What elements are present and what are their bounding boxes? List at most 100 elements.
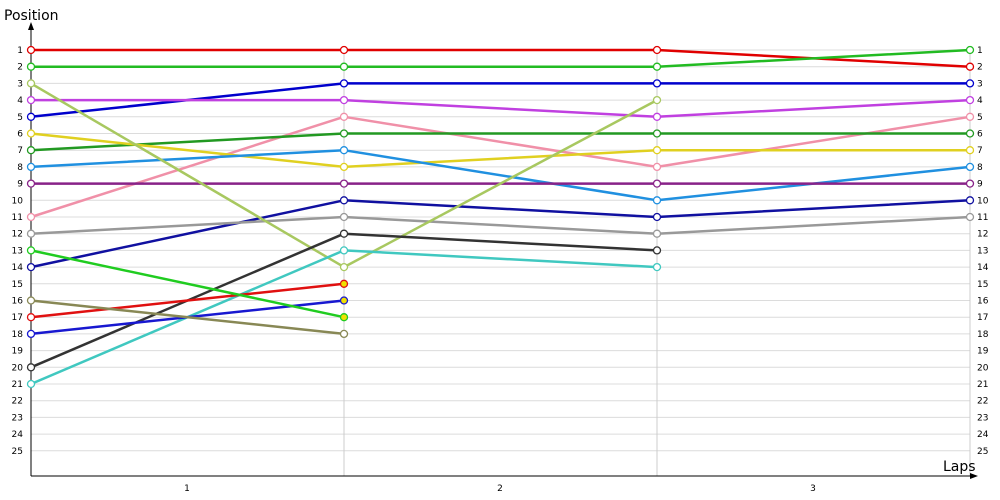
series-5-point-2 <box>652 162 662 172</box>
series-17-point-0 <box>26 246 36 255</box>
series-3-point-3 <box>965 79 975 88</box>
y-tick-label-left-17: 17 <box>12 313 23 323</box>
y-tick-label-right-23: 23 <box>977 413 988 423</box>
series-9-point-2 <box>652 179 662 188</box>
series-18 <box>26 296 349 339</box>
series-2-line <box>31 48 971 68</box>
y-tick-label-right-1: 1 <box>977 46 983 56</box>
series-7-point-3 <box>965 146 975 155</box>
series-2-point-2 <box>652 62 662 71</box>
y-axis-arrow <box>28 22 34 30</box>
series-layer <box>26 45 975 389</box>
series-10-point-3 <box>965 196 975 205</box>
x-axis-title: Laps <box>943 459 976 475</box>
series-18-point-1 <box>339 329 349 339</box>
series-5-point-3 <box>965 112 975 121</box>
series-9-point-3 <box>965 179 975 188</box>
y-tick-label-left-23: 23 <box>12 413 23 423</box>
y-tick-label-left-2: 2 <box>17 63 23 73</box>
series-18-point-0 <box>26 296 36 305</box>
series-7-line <box>30 132 970 169</box>
series-11 <box>26 212 975 238</box>
y-tick-label-right-11: 11 <box>977 213 988 223</box>
series-14-point-1 <box>339 246 349 255</box>
series-5-point-0 <box>26 212 36 222</box>
y-tick-label-left-9: 9 <box>17 180 23 190</box>
y-axis-title: Position <box>4 8 59 24</box>
series-4-point-1 <box>339 95 349 105</box>
y-tick-label-right-8: 8 <box>977 163 983 173</box>
y-tick-label-left-14: 14 <box>12 263 24 273</box>
series-4-point-0 <box>26 95 36 105</box>
series-14-point-0 <box>26 379 36 389</box>
y-tick-label-left-22: 22 <box>12 397 23 407</box>
y-tick-label-right-3: 3 <box>977 79 983 89</box>
series-6-point-1 <box>339 129 349 138</box>
series-10-point-1 <box>339 196 349 205</box>
y-tick-label-left-21: 21 <box>12 380 23 390</box>
series-3-point-0 <box>26 112 36 121</box>
series-7-point-2 <box>652 146 662 155</box>
series-2 <box>26 45 975 71</box>
x-tick-label-1: 1 <box>184 484 190 494</box>
series-15-point-0 <box>26 313 36 322</box>
series-10-point-2 <box>652 212 662 222</box>
y-tick-label-left-5: 5 <box>17 113 23 123</box>
series-14-point-2 <box>652 262 662 272</box>
series-15-line <box>30 282 345 319</box>
series-5-point-1 <box>339 112 349 121</box>
y-tick-label-left-18: 18 <box>12 330 24 340</box>
series-3-point-2 <box>652 79 662 88</box>
y-tick-label-left-12: 12 <box>12 230 23 240</box>
series-15-point-1 <box>339 279 349 288</box>
series-6-point-2 <box>652 129 662 138</box>
y-tick-label-left-6: 6 <box>17 130 23 140</box>
series-4-line <box>31 98 971 119</box>
y-tick-label-left-7: 7 <box>17 146 23 156</box>
series-10-point-0 <box>26 262 36 272</box>
series-4 <box>26 95 975 121</box>
series-12-point-1 <box>339 262 349 272</box>
series-12 <box>26 79 662 272</box>
y-tick-label-right-6: 6 <box>977 130 983 140</box>
series-13-point-1 <box>339 229 349 238</box>
series-1-point-0 <box>26 45 36 55</box>
series-12-point-2 <box>652 95 662 105</box>
series-8-point-0 <box>26 162 36 172</box>
y-tick-label-left-16: 16 <box>12 297 24 307</box>
series-1-point-1 <box>339 45 349 55</box>
series-9-point-0 <box>26 179 36 188</box>
y-tick-label-right-13: 13 <box>977 246 988 256</box>
y-tick-label-left-10: 10 <box>12 196 24 206</box>
x-tick-label-3: 3 <box>810 484 816 494</box>
x-tick-label-2: 2 <box>497 484 503 494</box>
series-4-point-2 <box>652 112 662 121</box>
series-8 <box>26 146 975 205</box>
y-tick-label-left-11: 11 <box>12 213 23 223</box>
y-tick-label-left-15: 15 <box>12 280 23 290</box>
grid-lines <box>31 49 970 452</box>
series-11-line <box>30 215 971 235</box>
series-7-point-1 <box>339 162 349 172</box>
y-tick-labels-left: 1234567891011121314151617181920212223242… <box>12 46 24 457</box>
series-6 <box>26 129 975 155</box>
y-tick-label-left-4: 4 <box>17 96 23 106</box>
y-tick-label-right-19: 19 <box>977 347 989 357</box>
series-2-point-3 <box>965 45 975 55</box>
series-6-point-3 <box>965 129 975 138</box>
series-11-point-3 <box>965 212 975 222</box>
series-13-point-2 <box>652 246 662 255</box>
y-tick-label-right-18: 18 <box>977 330 989 340</box>
series-15 <box>26 279 349 322</box>
y-tick-label-right-14: 14 <box>977 263 989 273</box>
series-11-point-0 <box>26 229 36 238</box>
series-6-line <box>30 132 970 152</box>
y-tick-label-right-10: 10 <box>977 196 989 206</box>
y-tick-label-left-25: 25 <box>12 447 23 457</box>
y-tick-label-right-20: 20 <box>977 363 989 373</box>
series-16-point-0 <box>26 329 36 339</box>
x-tick-labels: 1 2 3 <box>184 484 816 494</box>
series-9-point-1 <box>339 179 349 188</box>
y-tick-label-right-4: 4 <box>977 96 983 106</box>
y-tick-label-right-7: 7 <box>977 146 983 156</box>
